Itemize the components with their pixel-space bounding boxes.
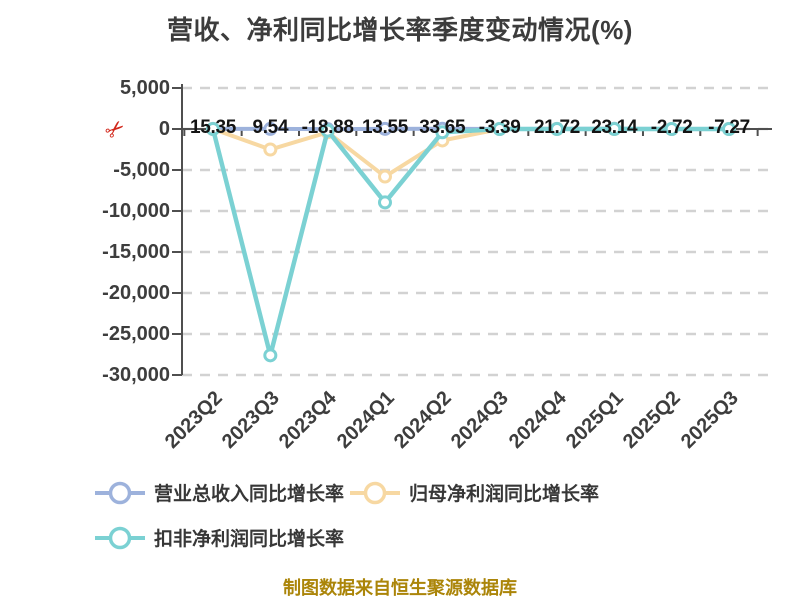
data-label: -18.88 bbox=[301, 117, 354, 138]
data-point-marker bbox=[263, 121, 278, 136]
data-label: 33.65 bbox=[419, 117, 466, 138]
data-label: -3.39 bbox=[478, 117, 521, 138]
legend-label: 营业总收入同比增长率 bbox=[154, 484, 345, 505]
y-axis-tick-label: 0 bbox=[158, 118, 170, 140]
legend-item-2[interactable]: 归母净利润同比增长率 bbox=[350, 479, 599, 506]
data-point-marker bbox=[377, 169, 392, 184]
data-point-marker bbox=[320, 123, 335, 138]
legend-marker-icon bbox=[95, 481, 145, 504]
legend-item-3[interactable]: 扣非净利润同比增长率 bbox=[95, 524, 344, 551]
data-point-marker bbox=[721, 122, 736, 136]
chart-title: 营收、净利同比增长率季度变动情况(%) bbox=[167, 15, 633, 45]
legend-label: 归母净利润同比增长率 bbox=[409, 484, 600, 505]
legend-label: 扣非净利润同比增长率 bbox=[154, 529, 345, 550]
data-label: -7.27 bbox=[708, 117, 750, 138]
y-axis-tick-label: -20,000 bbox=[102, 282, 170, 304]
y-axis-tick-label: 5,000 bbox=[119, 77, 170, 99]
data-label: 13.55 bbox=[361, 117, 408, 138]
y-axis-tick-label: -10,000 bbox=[102, 200, 170, 222]
data-label: -2.72 bbox=[650, 117, 693, 138]
data-label: 21.72 bbox=[533, 117, 580, 138]
data-point-marker bbox=[377, 195, 392, 210]
data-label: 15.35 bbox=[189, 117, 237, 138]
data-point-marker bbox=[664, 122, 679, 136]
y-axis-tick-label: -5,000 bbox=[113, 159, 170, 181]
series-2 bbox=[206, 122, 736, 363]
legend-item-1[interactable]: 营业总收入同比增长率 bbox=[95, 479, 344, 506]
data-point-marker bbox=[377, 121, 392, 136]
data-point-marker bbox=[492, 122, 507, 136]
data-point-marker bbox=[607, 122, 622, 136]
data-point-marker bbox=[263, 142, 278, 157]
y-axis-tick-label: -25,000 bbox=[102, 323, 170, 345]
data-label: 9.54 bbox=[252, 117, 289, 138]
data-source-note: 制图数据来自恒生聚源数据库 bbox=[283, 578, 517, 598]
y-axis-tick-label: -30,000 bbox=[102, 364, 170, 386]
data-label: 23.14 bbox=[591, 117, 638, 138]
data-point-marker bbox=[549, 122, 564, 136]
y-axis-tick-label: -15,000 bbox=[102, 241, 170, 263]
legend-marker-icon bbox=[350, 481, 400, 504]
legend-marker-icon bbox=[95, 526, 145, 549]
data-point-marker bbox=[263, 348, 278, 363]
data-point-marker bbox=[435, 125, 450, 140]
data-point-marker bbox=[206, 122, 220, 136]
